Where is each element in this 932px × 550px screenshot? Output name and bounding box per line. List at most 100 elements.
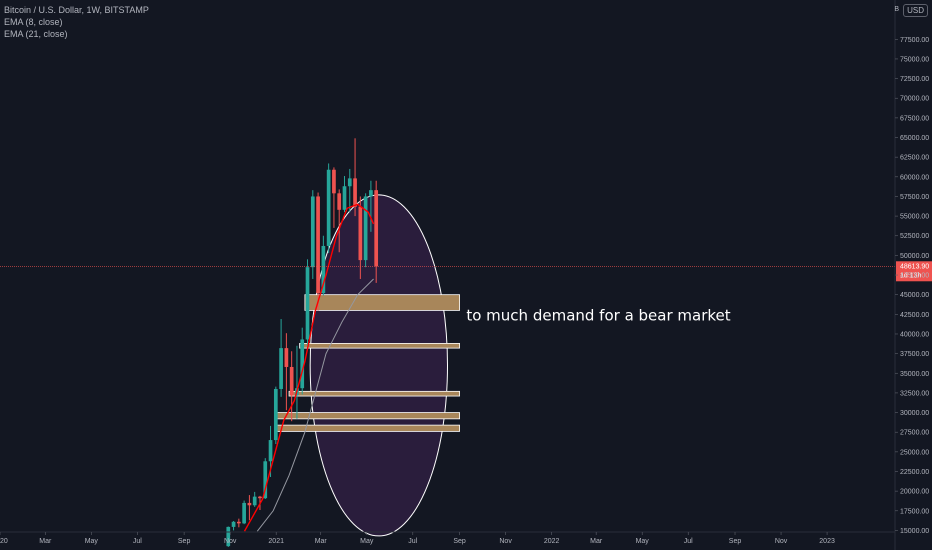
price-tick-label: 70000.00	[900, 96, 929, 103]
candle	[247, 495, 252, 521]
time-tick-label: May	[85, 538, 99, 545]
candle	[273, 386, 278, 444]
time-tick-label: 2023	[819, 538, 835, 545]
candle	[263, 458, 268, 499]
price-tick-label: 60000.00	[900, 174, 929, 181]
candle-body	[369, 190, 373, 197]
candle	[358, 196, 363, 279]
candle-body	[236, 521, 241, 524]
time-tick-label: Mar	[39, 538, 52, 545]
price-tick-label: 45000.00	[900, 292, 929, 299]
annotation-text: to much demand for a bear market	[466, 307, 730, 325]
circle-annotation	[309, 194, 449, 537]
price-tick-label: 50000.00	[900, 253, 929, 260]
time-tick-label: Mar	[590, 538, 603, 545]
price-tick-label: 72500.00	[900, 76, 929, 83]
candle	[342, 176, 347, 213]
candle-body	[273, 388, 278, 441]
legend-ema21[interactable]: EMA (21, close)	[4, 29, 68, 39]
time-tick-label: 2020	[0, 538, 8, 545]
ema-layer	[243, 203, 375, 532]
candle	[337, 189, 342, 253]
price-tick-label: 65000.00	[900, 135, 929, 142]
ema8-line	[243, 203, 375, 532]
candle-body	[358, 206, 363, 261]
candle	[305, 259, 310, 350]
candle-body	[263, 461, 268, 499]
candle-body	[268, 440, 273, 462]
candle-body	[374, 190, 379, 267]
price-tick-label: 47500.00	[900, 273, 929, 280]
candle	[252, 491, 257, 507]
price-tick-label: 67500.00	[900, 115, 929, 122]
candle	[369, 180, 373, 232]
candle-body	[363, 196, 368, 261]
time-tick-label: Jul	[408, 538, 417, 545]
current-price-line-layer: 48613.90 1d 13h	[0, 261, 932, 282]
candle	[231, 520, 236, 531]
legend-symbol[interactable]: Bitcoin / U.S. Dollar, 1W, BITSTAMP	[4, 5, 149, 15]
price-tick-label: 17500.00	[900, 508, 929, 515]
time-tick-label: May	[360, 538, 374, 545]
candle-body	[247, 502, 252, 506]
legend-ema8[interactable]: EMA (8, close)	[4, 17, 63, 27]
candle	[236, 518, 241, 528]
chart-legend: Bitcoin / U.S. Dollar, 1W, BITSTAMP EMA …	[4, 4, 149, 40]
price-tick-label: 35000.00	[900, 371, 929, 378]
candle	[295, 345, 299, 419]
ema21-line	[256, 278, 374, 532]
candle-body	[337, 193, 342, 210]
candle-body	[258, 496, 262, 499]
time-tick-label: Mar	[315, 538, 328, 545]
price-tick-label: 27500.00	[900, 430, 929, 437]
price-tick-label: 75000.00	[900, 56, 929, 63]
candle	[363, 193, 368, 268]
candle-body	[310, 196, 315, 268]
demand-zone-1	[304, 294, 460, 311]
candle-body	[289, 366, 294, 396]
candle-body	[279, 348, 283, 389]
time-scale: 2020 Mar May Jul Sep Nov 2021 Mar May Jul Sep Nov 20…	[0, 531, 895, 545]
candle	[289, 351, 294, 422]
candle	[353, 138, 357, 217]
candle-body	[300, 339, 305, 389]
candle	[316, 192, 320, 311]
candle	[374, 180, 379, 283]
time-tick-label: Nov	[775, 538, 788, 545]
price-tick-label: 55000.00	[900, 214, 929, 221]
price-tick-label: 77500.00	[900, 37, 929, 44]
demand-zone-2	[299, 343, 460, 349]
time-tick-label: Sep	[453, 538, 466, 545]
time-tick-label: 2022	[544, 538, 560, 545]
candle	[310, 190, 315, 279]
text-annotation-layer: to much demand for a bear market	[466, 307, 730, 325]
price-tick-label: 37500.00	[900, 351, 929, 358]
current-price-badge	[896, 261, 932, 282]
time-tick-label: Sep	[178, 538, 191, 545]
price-tick-label: 40000.00	[900, 331, 929, 338]
scale-unit-label: B	[894, 6, 899, 13]
price-tick-label: 57500.00	[900, 194, 929, 201]
candle-body	[226, 526, 231, 547]
candle	[279, 319, 283, 397]
candle	[300, 327, 305, 395]
candle-body	[242, 502, 246, 524]
price-tick-label: 52500.00	[900, 233, 929, 240]
candle	[284, 333, 289, 411]
time-tick-label: Jul	[684, 538, 693, 545]
candle-body	[231, 521, 236, 527]
circle-annotation-layer	[309, 194, 449, 537]
currency-button[interactable]: USD	[903, 4, 928, 17]
price-tick-label: 62500.00	[900, 155, 929, 162]
candle-body	[305, 267, 310, 340]
candle-body	[353, 178, 357, 207]
candle	[326, 163, 331, 254]
price-tick-label: 30000.00	[900, 410, 929, 417]
candle-body	[342, 186, 347, 210]
candle	[332, 167, 336, 228]
current-price-countdown: 1d 13h	[900, 272, 922, 279]
time-tick-label: Sep	[729, 538, 742, 545]
price-tick-label: 25000.00	[900, 449, 929, 456]
time-tick-label: Jul	[133, 538, 142, 545]
